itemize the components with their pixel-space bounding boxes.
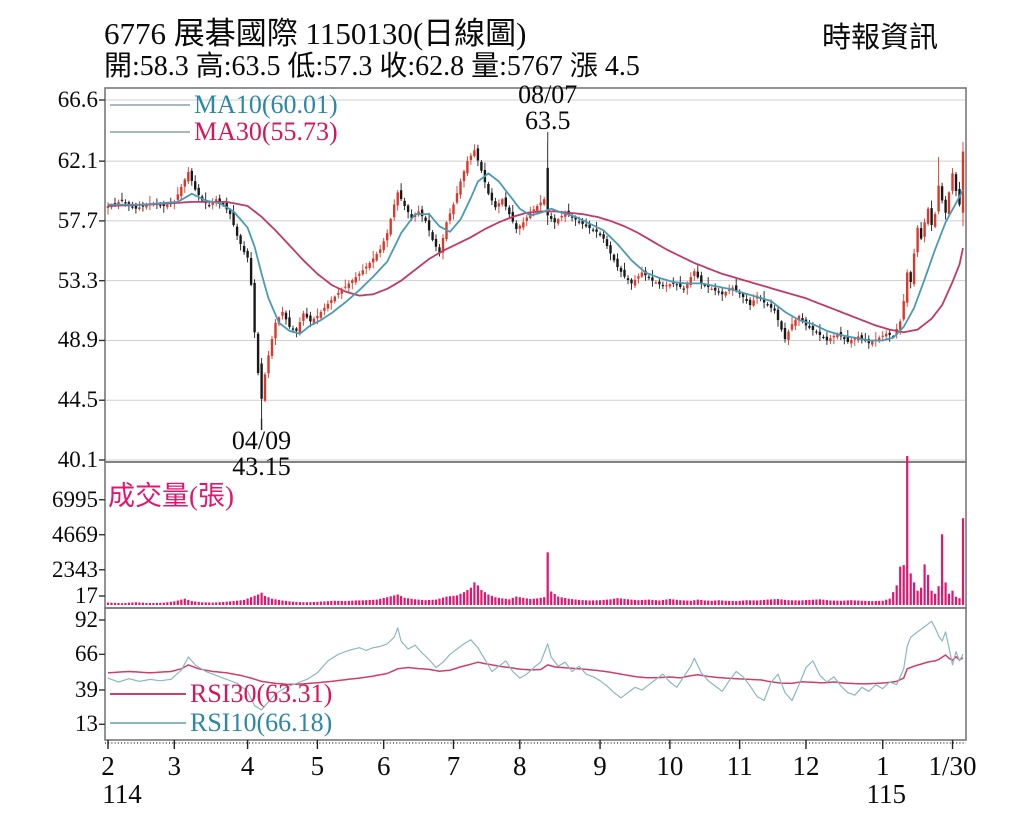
- x-axis-month-label: 7: [446, 751, 461, 781]
- low-annotation-date: 04/09: [231, 426, 292, 455]
- x-axis-month-label: 8: [513, 751, 527, 781]
- price-axis-label: 40.1: [57, 447, 98, 472]
- rsi10-line: [107, 620, 964, 711]
- ma30-line-swatch: [110, 131, 190, 133]
- high-annotation: 08/07 63.5: [483, 82, 613, 134]
- x-axis-month-label: 5: [310, 751, 325, 781]
- x-axis-era-label: 114: [102, 779, 142, 809]
- x-axis-era-label: 115: [866, 779, 906, 809]
- volume-panel-border: [104, 461, 967, 609]
- rsi30-line: [107, 654, 964, 686]
- price-axis-label: 57.7: [57, 207, 98, 233]
- chart-title: 6776 展碁國際 1150130(日線圖): [104, 16, 527, 51]
- ma10-line-swatch: [110, 104, 190, 106]
- x-axis-month-label: 1: [875, 751, 890, 781]
- candlesticks: [106, 142, 965, 419]
- price-axis-label: 48.9: [57, 327, 98, 353]
- x-axis-month-label: 3: [167, 751, 182, 781]
- rsi10-legend: RSI10(66.18): [110, 708, 332, 738]
- volume-axis-label: 4669: [52, 521, 98, 547]
- low-annotation: 04/09 43.15: [197, 428, 327, 480]
- price-axis-label: 44.5: [57, 387, 98, 413]
- rsi10-line-swatch: [110, 722, 186, 724]
- rsi-axis-label: 13: [75, 711, 98, 737]
- x-axis-month-label: 2: [101, 751, 115, 781]
- price-axis-label: 53.3: [57, 267, 98, 293]
- price-axis-label: 66.6: [57, 87, 98, 112]
- ma10-legend-label: MA10(60.01): [194, 90, 338, 119]
- high-annotation-date: 08/07: [518, 80, 578, 109]
- x-axis-month-label: 12: [792, 751, 820, 781]
- rsi30-line-swatch: [110, 693, 186, 695]
- ohlc-summary: 開:58.3 高:63.5 低:57.3 收:62.8 量:5767 漲 4.5: [104, 51, 640, 82]
- rsi30-legend: RSI30(63.31): [110, 679, 332, 709]
- rsi10-legend-label: RSI10(66.18): [190, 708, 333, 737]
- ma10-line: [108, 172, 964, 342]
- ma10-legend: MA10(60.01): [110, 90, 338, 120]
- ma30-line: [107, 201, 964, 334]
- low-annotation-price: 43.15: [232, 452, 291, 481]
- x-axis-month-label: 9: [593, 751, 607, 781]
- volume-axis-label: 17: [75, 583, 98, 608]
- high-annotation-price: 63.5: [524, 106, 571, 135]
- x-axis-month-label: 4: [240, 751, 255, 781]
- price-axis-label: 62.1: [57, 148, 98, 174]
- x-axis-month-label: 11: [726, 751, 753, 781]
- ma30-legend-label: MA30(55.73): [194, 117, 338, 146]
- rsi30-legend-label: RSI30(63.31): [190, 679, 333, 708]
- rsi-axis-label: 92: [75, 607, 98, 632]
- volume-axis-label: 6995: [52, 486, 98, 512]
- x-axis-month-label: 1/30: [928, 751, 977, 781]
- volume-panel-title: 成交量(張): [108, 481, 234, 511]
- rsi-axis-label: 39: [75, 676, 98, 702]
- volume-bars: [106, 456, 965, 605]
- volume-axis-label: 2343: [52, 556, 98, 582]
- ma30-legend: MA30(55.73): [110, 117, 338, 147]
- x-axis-month-label: 6: [376, 751, 391, 781]
- rsi-axis-label: 66: [75, 641, 98, 667]
- x-axis-month-label: 10: [656, 751, 684, 781]
- source-label: 時報資訊: [822, 22, 939, 54]
- rsi-panel-border: [104, 607, 967, 741]
